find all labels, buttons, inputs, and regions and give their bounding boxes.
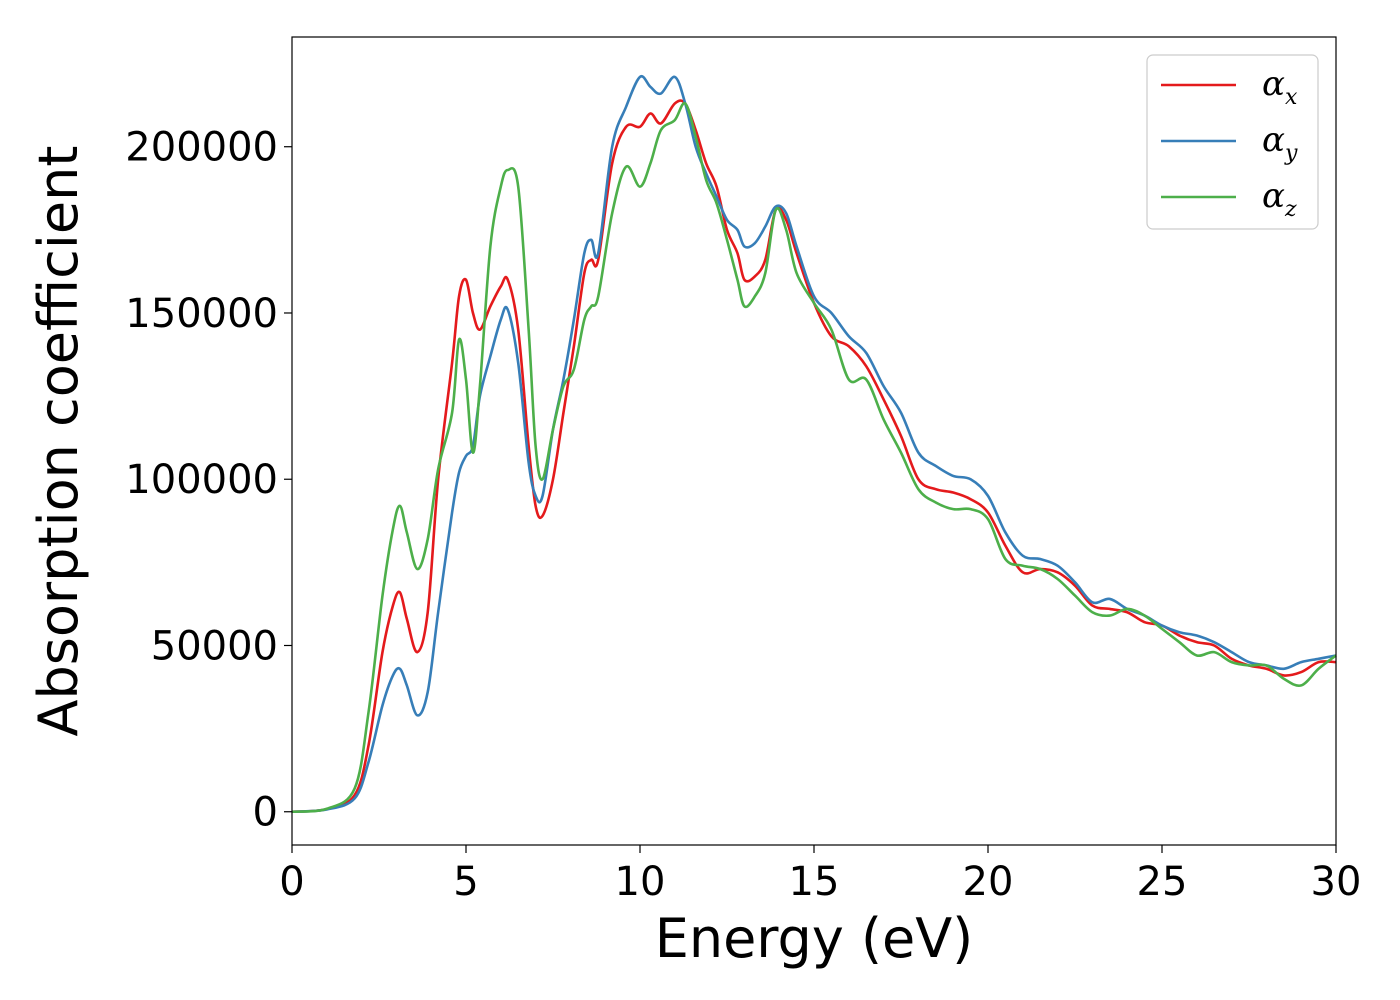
legend-label-y: αy [1262,120,1298,166]
x-tick-label: 20 [963,859,1014,905]
legend-label-x: αx [1262,64,1298,110]
x-tick-label: 25 [1137,859,1188,905]
x-tick-label: 10 [615,859,666,905]
y-axis: 0 50000 100000 150000 200000 [125,125,292,836]
x-axis-title: Energy (eV) [655,907,974,970]
y-tick-label: 50000 [151,623,278,669]
x-tick-label: 15 [789,859,840,905]
x-axis: 0 5 10 15 20 25 30 [279,845,1361,905]
y-tick-label: 0 [253,790,278,836]
x-tick-label: 5 [453,859,478,905]
series-line-z [291,101,1337,814]
x-tick-label: 0 [279,859,304,905]
series-layer [291,74,1337,814]
y-axis-title: Absorption coefficient [27,146,90,737]
y-tick-label: 200000 [125,125,278,171]
y-tick-label: 100000 [125,457,278,503]
series-line-x [291,99,1337,814]
legend-label-z: αz [1262,176,1297,222]
y-tick-label: 150000 [125,291,278,337]
series-line-y [291,74,1337,814]
x-tick-label: 30 [1311,859,1362,905]
legend: αx αy αz [1146,54,1319,230]
